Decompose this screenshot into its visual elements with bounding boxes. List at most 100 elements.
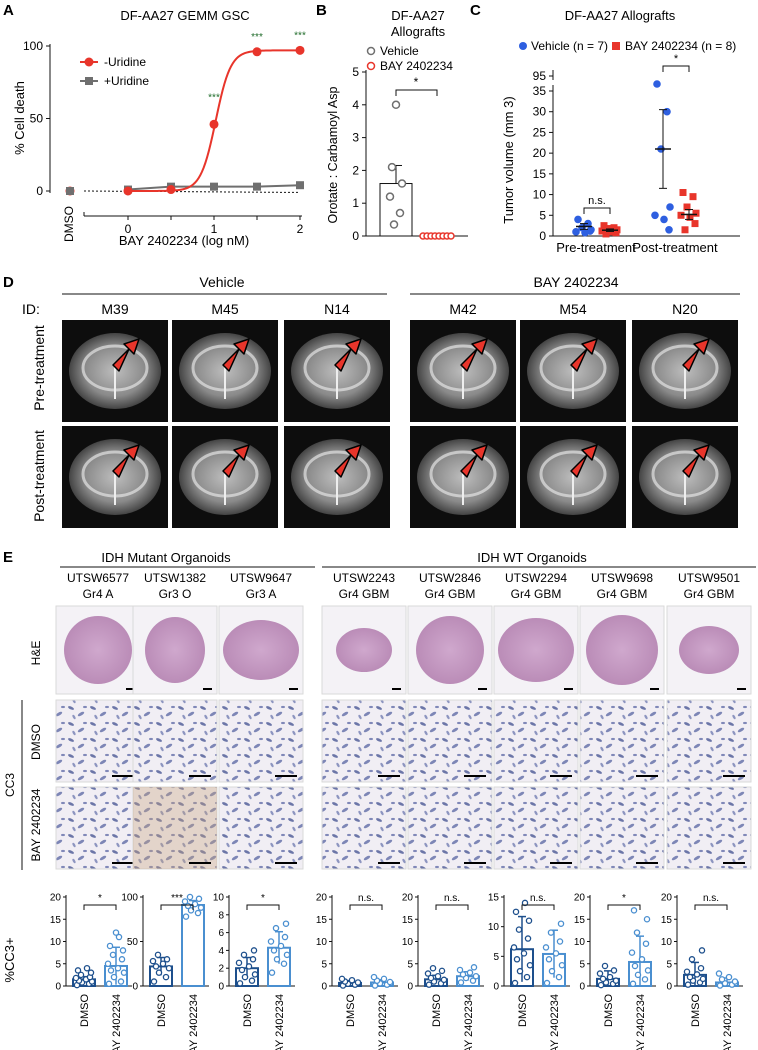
- he-tile-UTSW9647: [218, 605, 304, 695]
- bar-plot-point-1-2: [110, 973, 118, 981]
- bar-plot-point-1-2: [273, 956, 281, 963]
- bar-plot-point-1-4: [459, 971, 467, 978]
- panel-a-ytick-label-0: 0: [36, 184, 43, 198]
- red-arrow-icon: [222, 444, 250, 478]
- bar-plot-xlabel-dmso: DMSO: [431, 994, 443, 1027]
- bar-plot-point-0-4: [513, 956, 521, 963]
- panel-c-point-0-pre-6: [586, 227, 594, 235]
- red-arrow-icon: [112, 444, 140, 478]
- bar-plot-point-1-6: [370, 973, 378, 981]
- panel-a-chart: DF-AA27 GEMM GSC % Cell death BAY 240223…: [12, 8, 306, 248]
- bar-plot-point-0-8: [240, 951, 248, 959]
- panel-c-point-1-post-3: [692, 209, 700, 217]
- ihc-cells: [666, 786, 752, 870]
- panel-b-legend-marker-0: [366, 46, 376, 56]
- he-tile-UTSW9501: [666, 605, 752, 695]
- bar-plot-point-0-0: [236, 980, 244, 987]
- bar-plot-point-1-0: [182, 913, 190, 920]
- panel-a-xtick-label-2: 1: [211, 222, 218, 236]
- panel-b-ytick-label-1: 1: [352, 196, 359, 210]
- bar-plot-point-1-0: [105, 980, 113, 988]
- bar-plot-xlabel-dmso: DMSO: [79, 994, 91, 1027]
- ihc-cells: [407, 699, 493, 783]
- panel-b-ytick-label-0: 0: [352, 229, 359, 243]
- bar-plot-point-1-8: [272, 924, 280, 932]
- bar-plot-point-0-6: [338, 975, 346, 983]
- panel-e-row-he: H&E: [29, 641, 43, 666]
- panel-c-point-1-post-1: [689, 193, 697, 201]
- bar-plot-point-0-5: [348, 976, 356, 984]
- panel-d-mri: ID: Vehicle BAY 2402234 Pre-treatment Po…: [22, 274, 740, 528]
- bar-plot-point-0-2: [155, 969, 163, 976]
- bar-plot-point-0-8: [429, 964, 437, 972]
- panel-b-legend-marker-1: [366, 61, 376, 71]
- bar-plot-point-1-0: [629, 980, 637, 988]
- ihc-tile-UTSW2846-bay: [407, 786, 493, 870]
- panel-c-point-1-post-4: [677, 211, 685, 219]
- bar-plot-sig-bracket: [246, 904, 280, 910]
- mri-tile-M45-pre: [172, 320, 278, 422]
- mri-tile-N14-post: [284, 426, 390, 528]
- bar-plot-sig-text: *: [98, 893, 102, 904]
- bar-plot-sig-bracket: [607, 904, 641, 910]
- bar-plot-point-1-7: [642, 940, 650, 947]
- bar-plot-ytick-label-2: 4: [218, 946, 224, 957]
- panel-e-row-bay: BAY 2402234: [29, 788, 43, 861]
- panel-d-id-label: ID:: [22, 301, 40, 317]
- ihc-tile-UTSW1382-dmso: [132, 699, 218, 783]
- panel-a-ytick-label-1: 50: [30, 112, 44, 126]
- bar-plot-point-1-8: [109, 951, 117, 959]
- bar-plot-point-1-3: [472, 972, 480, 980]
- ihc-cells: [132, 699, 218, 783]
- bar-plot-point-1-8: [547, 929, 555, 936]
- panel-c-point-0-post-6: [665, 225, 673, 234]
- bar-plot-point-0-6: [424, 970, 432, 977]
- organoid-id-5: UTSW2294: [505, 571, 567, 585]
- bar-plot-point-0-6: [683, 968, 691, 976]
- bar-plot-point-0-7: [249, 956, 257, 963]
- bar-plot-point-0-8: [688, 956, 696, 963]
- bar-plot-ytick-label-2: 10: [574, 937, 586, 948]
- panel-a-point-uridine-minus-1: [166, 185, 176, 195]
- red-arrow-icon: [460, 338, 488, 372]
- panel-b-ytick-label-2: 2: [352, 163, 359, 177]
- ihc-cells: [218, 699, 304, 783]
- bar-plot-sig-text: *: [622, 893, 626, 904]
- panel-a-dmso-label: DMSO: [62, 206, 76, 242]
- bar-plot-ytick-label-3: 6: [218, 928, 224, 939]
- panel-a-dmso-point-1: [66, 187, 74, 195]
- bar-plot-ytick-label-0: 0: [666, 982, 672, 993]
- bar-plot-point-1-7: [118, 956, 126, 963]
- ihc-tile-UTSW1382-bay: [132, 786, 218, 870]
- ihc-cells: [579, 786, 665, 870]
- panel-d-bay-label: BAY 2402234: [533, 274, 618, 290]
- ihc-tile-UTSW9501-bay: [666, 786, 752, 870]
- bar-plot-point-0-6: [149, 957, 157, 965]
- bar-plot-point-1-3: [558, 961, 566, 969]
- bar-plot-point-0-5: [245, 963, 253, 970]
- panel-a-xtick-label-4: 2: [297, 222, 304, 236]
- bar-plot-point-1-4: [107, 967, 115, 974]
- ihc-cells: [493, 699, 579, 783]
- bar-plot-point-0-7: [697, 964, 705, 972]
- bar-plot-ytick-label-0: 0: [132, 982, 138, 993]
- red-arrow-icon: [682, 338, 710, 372]
- panel-a-xlabel: BAY 2402234 (log nM): [119, 233, 249, 248]
- bar-plot-xlabel-bay: BAY 2402234: [188, 994, 200, 1050]
- ihc-tile-UTSW2243-bay: [321, 786, 407, 870]
- bar-plot-point-0-2: [516, 967, 524, 975]
- panel-b-sig-text: *: [414, 75, 419, 89]
- bar-plot-xlabel-bay: BAY 2402234: [377, 994, 389, 1050]
- bar-plot-point-0-6: [596, 970, 604, 977]
- bar-plot-ytick-label-3: 15: [574, 915, 586, 926]
- bar-plot-ytick-label-0: 0: [407, 982, 413, 993]
- panel-e-group-wt: IDH WT Organoids: [477, 550, 587, 565]
- bar-plot-ytick-label-2: 100: [121, 893, 138, 904]
- bar-plot-ytick-label-1: 5: [55, 959, 61, 970]
- panel-c-category-0: Pre-treatment: [556, 240, 636, 255]
- bar-plot-point-1-1: [555, 973, 563, 981]
- bar-plot-point-1-5: [725, 973, 733, 981]
- panel-c-sig-text-0: n.s.: [588, 195, 606, 207]
- bar-plot-point-0-7: [438, 967, 446, 975]
- bar-plot-ytick-label-0: 0: [321, 982, 327, 993]
